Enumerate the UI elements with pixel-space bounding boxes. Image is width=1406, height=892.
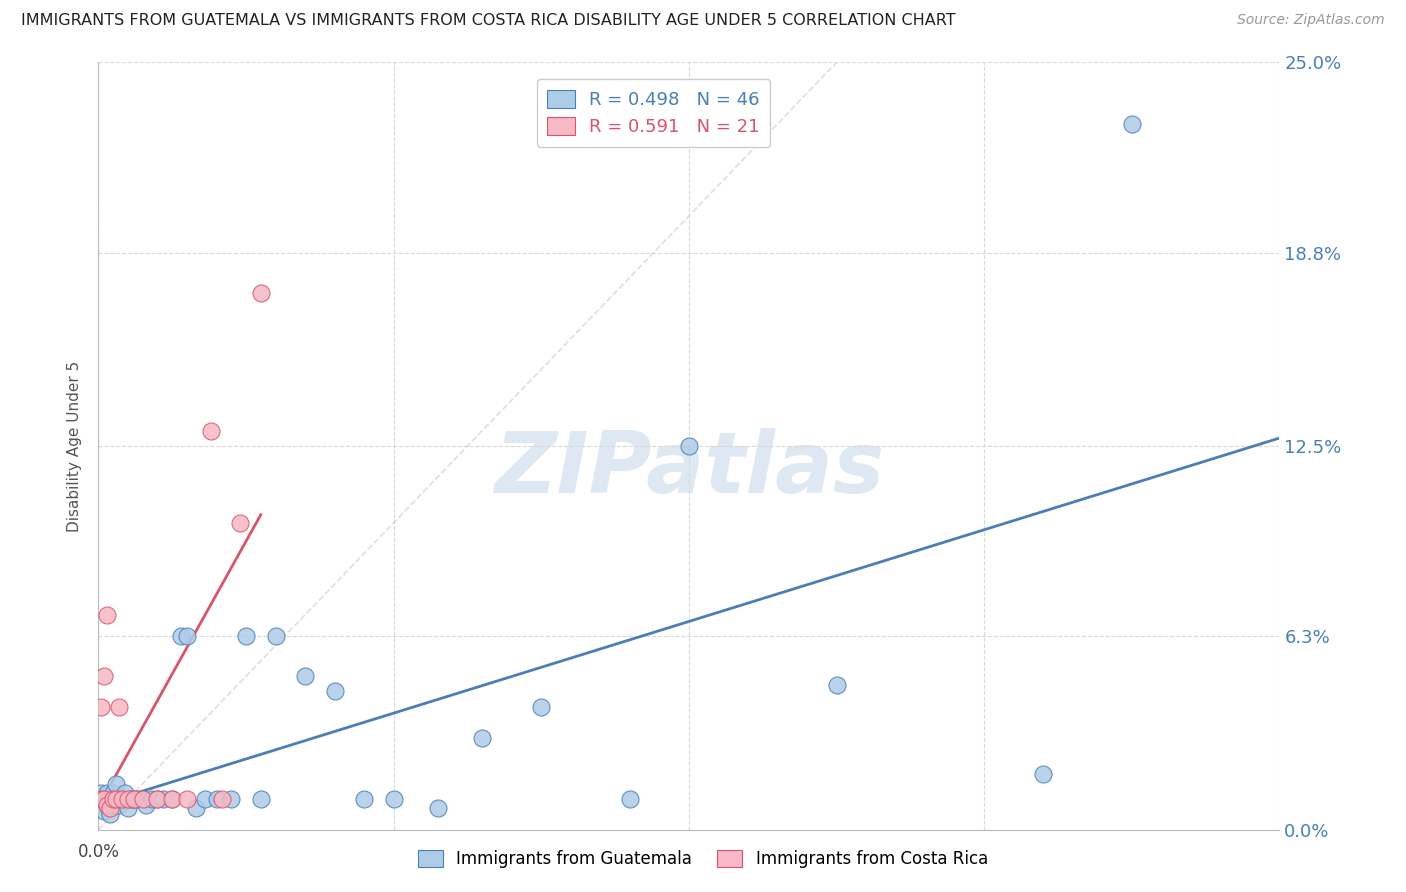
Point bbox=[229, 516, 252, 530]
Point bbox=[96, 607, 118, 622]
Point bbox=[250, 285, 273, 300]
Point bbox=[117, 801, 139, 815]
Point bbox=[103, 797, 125, 812]
Text: 0.0%: 0.0% bbox=[77, 843, 120, 862]
Point bbox=[678, 439, 700, 453]
Legend: Immigrants from Guatemala, Immigrants from Costa Rica: Immigrants from Guatemala, Immigrants fr… bbox=[412, 843, 994, 875]
Text: ZIPatlas: ZIPatlas bbox=[494, 427, 884, 510]
Point bbox=[323, 684, 346, 698]
Point bbox=[122, 792, 145, 806]
Point bbox=[235, 629, 257, 643]
Point bbox=[194, 792, 217, 806]
Point bbox=[122, 792, 145, 806]
Point bbox=[176, 792, 198, 806]
Point bbox=[93, 669, 115, 683]
Point bbox=[221, 792, 243, 806]
Point bbox=[90, 786, 112, 800]
Point bbox=[98, 792, 121, 806]
Point bbox=[141, 792, 163, 806]
Point bbox=[105, 776, 128, 790]
Point bbox=[170, 629, 193, 643]
Text: IMMIGRANTS FROM GUATEMALA VS IMMIGRANTS FROM COSTA RICA DISABILITY AGE UNDER 5 C: IMMIGRANTS FROM GUATEMALA VS IMMIGRANTS … bbox=[21, 13, 956, 29]
Point bbox=[132, 792, 155, 806]
Point bbox=[105, 797, 128, 812]
Point bbox=[619, 792, 641, 806]
Point bbox=[103, 786, 125, 800]
Point bbox=[90, 797, 112, 812]
Point bbox=[250, 792, 273, 806]
Point bbox=[294, 669, 316, 683]
Point bbox=[146, 792, 169, 806]
Point bbox=[471, 731, 494, 745]
Point bbox=[211, 792, 233, 806]
Text: Source: ZipAtlas.com: Source: ZipAtlas.com bbox=[1237, 13, 1385, 28]
Point bbox=[93, 804, 115, 818]
Point bbox=[176, 629, 198, 643]
Point bbox=[264, 629, 287, 643]
Point bbox=[105, 792, 128, 806]
Y-axis label: Disability Age Under 5: Disability Age Under 5 bbox=[67, 360, 83, 532]
Point bbox=[132, 792, 155, 806]
Point bbox=[162, 792, 183, 806]
Point bbox=[98, 801, 121, 815]
Point bbox=[111, 792, 134, 806]
Point bbox=[103, 792, 125, 806]
Point bbox=[427, 801, 450, 815]
Point bbox=[146, 792, 169, 806]
Point bbox=[382, 792, 405, 806]
Point bbox=[135, 797, 157, 812]
Point bbox=[1032, 767, 1054, 781]
Point bbox=[90, 792, 112, 806]
Point bbox=[111, 792, 134, 806]
Point bbox=[96, 797, 118, 812]
Point bbox=[108, 797, 131, 812]
Point bbox=[90, 699, 112, 714]
Point bbox=[825, 678, 848, 692]
Point bbox=[353, 792, 375, 806]
Point bbox=[98, 807, 121, 822]
Point bbox=[96, 797, 118, 812]
Point bbox=[200, 424, 222, 438]
Point bbox=[117, 792, 139, 806]
Point bbox=[530, 699, 553, 714]
Point bbox=[162, 792, 183, 806]
Point bbox=[184, 801, 207, 815]
Point bbox=[205, 792, 228, 806]
Legend: R = 0.498   N = 46, R = 0.591   N = 21: R = 0.498 N = 46, R = 0.591 N = 21 bbox=[537, 79, 770, 146]
Point bbox=[125, 792, 148, 806]
Point bbox=[114, 786, 136, 800]
Point bbox=[93, 792, 115, 806]
Point bbox=[120, 792, 142, 806]
Point bbox=[96, 786, 118, 800]
Point bbox=[152, 792, 174, 806]
Point bbox=[93, 792, 115, 806]
Point bbox=[108, 699, 131, 714]
Point bbox=[1121, 117, 1143, 131]
